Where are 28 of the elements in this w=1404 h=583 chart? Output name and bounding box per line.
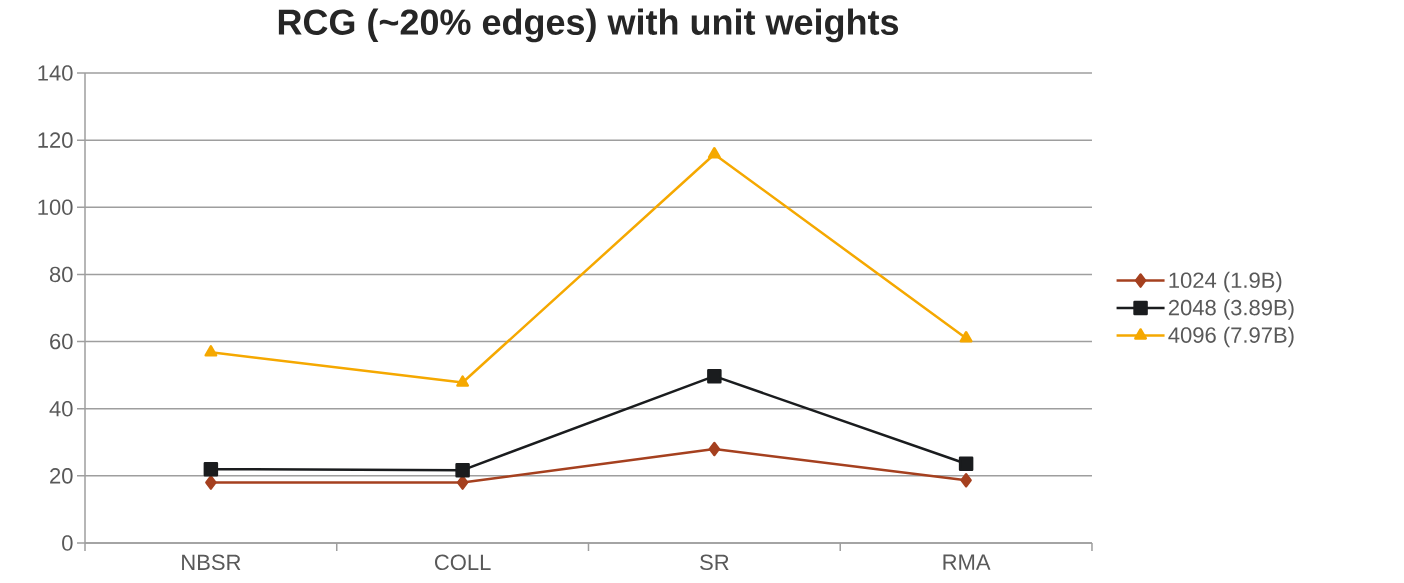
y-tick-label: 20 <box>50 468 73 484</box>
point <box>455 462 470 478</box>
x-tick-label: SR <box>700 554 729 571</box>
y-tick-label: 40 <box>49 400 73 417</box>
y-tick-label: 80 <box>49 266 73 283</box>
y-tick-label: 0 <box>62 535 73 551</box>
point <box>203 461 219 477</box>
point <box>205 475 217 490</box>
point <box>204 345 218 357</box>
point <box>959 330 973 343</box>
y-tick-label: 100 <box>38 199 73 216</box>
point <box>707 368 722 384</box>
y-tick-label: 120 <box>38 132 73 148</box>
x-tick-label: NBSR <box>182 554 241 571</box>
point <box>708 441 721 457</box>
y-tick-label: 140 <box>38 65 73 81</box>
legend-label: 1024 (1.9B) <box>1169 271 1282 293</box>
y-tick-label: 60 <box>50 333 73 350</box>
point <box>960 472 972 488</box>
point <box>456 475 469 490</box>
point <box>707 146 721 159</box>
legend-label: 4096 (7.97B) <box>1168 326 1294 348</box>
point <box>958 456 974 472</box>
point <box>456 375 470 387</box>
x-tick-label: RMA <box>943 554 991 570</box>
x-tick-label: COLL <box>434 554 491 571</box>
legend-label: 2048 (3.89B) <box>1168 299 1294 320</box>
chart-title: RCG (~20% edges) with unit weights <box>278 8 899 43</box>
